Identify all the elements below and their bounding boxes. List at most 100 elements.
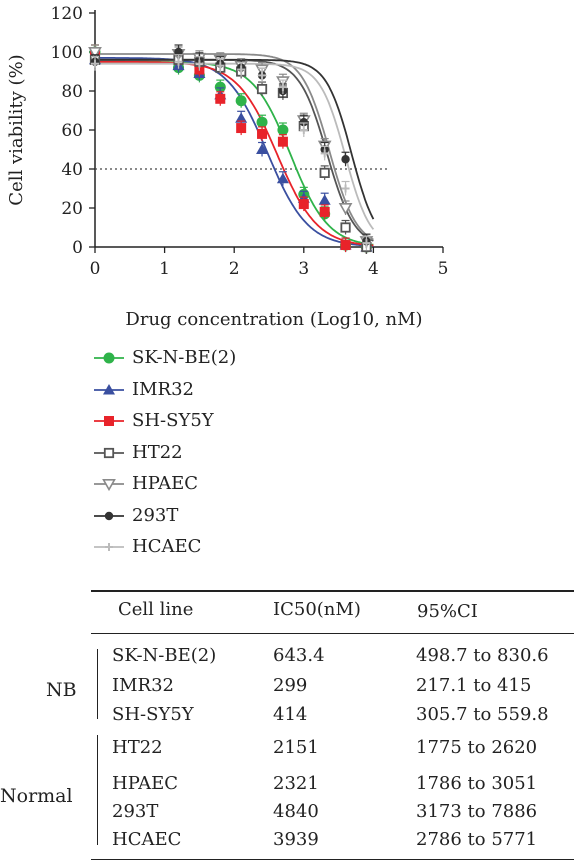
group-bracket-nb	[97, 649, 98, 719]
x-tick-label: 0	[90, 259, 101, 279]
legend-item: SK-N-BE(2)	[92, 346, 312, 370]
table-cell-line: SK-N-BE(2)	[112, 645, 217, 666]
x-tick-label: 4	[368, 259, 379, 279]
table-header-ci: 95%CI	[417, 601, 478, 622]
y-tick-label: 0	[72, 238, 83, 258]
legend-marker	[103, 352, 115, 364]
legend-marker	[103, 383, 115, 394]
data-point	[256, 143, 269, 154]
group-label-normal: Normal	[0, 785, 73, 807]
table-cell-line: IMR32	[112, 675, 174, 696]
x-tick-label: 2	[229, 259, 240, 279]
legend-item: HT22	[92, 441, 312, 465]
table-cell-line: HPAEC	[112, 773, 179, 794]
data-point	[256, 83, 268, 95]
table-cell-ci: 1775 to 2620	[416, 737, 538, 758]
x-tick-label: 5	[438, 259, 449, 279]
table-cell-ic50: 4840	[273, 801, 319, 822]
table-cell-ic50: 2151	[273, 737, 319, 758]
data-point	[276, 172, 289, 184]
legend-item: SH-SY5Y	[92, 409, 312, 433]
table-cell-ic50: 3939	[273, 829, 319, 850]
y-tick-label: 80	[61, 82, 83, 102]
group-bracket-normal	[97, 735, 98, 845]
fit-curve-293t	[95, 58, 375, 220]
legend-item: 293T	[92, 504, 312, 528]
data-point	[216, 61, 225, 70]
legend-item: HPAEC	[92, 472, 312, 496]
ic50-table: Cell line IC50(nM) 95%CI NB Normal SK-N-…	[0, 587, 574, 865]
table-cell-ci: 2786 to 5771	[416, 829, 538, 850]
legend-swatch	[94, 416, 124, 426]
data-point	[319, 206, 330, 217]
table-cell-line: SH-SY5Y	[112, 704, 194, 725]
legend-swatch	[94, 543, 124, 551]
table-cell-ic50: 414	[273, 704, 308, 725]
data-point	[340, 240, 351, 251]
data-point	[235, 95, 247, 107]
table-cell-ci: 1786 to 3051	[416, 773, 538, 794]
x-axis-title: Drug concentration (Log10, nM)	[125, 309, 422, 330]
data-point	[320, 149, 329, 158]
legend-marker	[102, 479, 116, 492]
data-point	[257, 128, 268, 139]
legend-marker	[103, 447, 115, 458]
legend-swatch	[94, 352, 124, 364]
data-point	[278, 83, 287, 92]
data-point	[341, 155, 350, 164]
legend-label: HPAEC	[132, 473, 199, 494]
y-tick-label: 100	[51, 43, 83, 63]
data-point	[195, 59, 204, 68]
data-point	[319, 167, 330, 178]
y-tick-label: 60	[61, 121, 83, 141]
legend-marker	[104, 511, 114, 520]
data-point	[91, 59, 99, 68]
table-top-rule	[91, 590, 574, 592]
table-cell-line: HT22	[112, 737, 163, 758]
fit-curve-sh-sy5y	[95, 60, 374, 247]
legend-label: SK-N-BE(2)	[132, 347, 237, 368]
legend-swatch	[94, 383, 124, 394]
table-cell-ic50: 2321	[273, 773, 319, 794]
data-point	[174, 47, 183, 57]
legend-marker	[105, 543, 113, 551]
table-header-rule	[91, 633, 574, 634]
table-header-ic50: IC50(nM)	[273, 599, 361, 620]
data-point	[298, 199, 309, 210]
series-hpaec	[88, 44, 374, 249]
table-cell-ci: 498.7 to 830.6	[416, 645, 549, 666]
legend-label: IMR32	[132, 378, 194, 400]
fit-curve-hcaec	[95, 62, 375, 230]
data-point	[236, 123, 247, 134]
table-cell-ic50: 299	[273, 675, 308, 696]
dose-response-chart: 0 20 40 60 80 100 120 0 1 2 3 4 5 Drug concentration …	[6, 4, 449, 330]
fit-curve-imr32	[95, 57, 374, 247]
legend-swatch	[94, 511, 124, 520]
data-point	[362, 239, 371, 248]
legend-swatch	[94, 447, 124, 458]
data-point	[256, 116, 268, 128]
data-point	[277, 124, 289, 136]
group-label-nb: NB	[46, 679, 77, 701]
y-tick-label: 40	[61, 160, 83, 180]
table-cell-ci: 3173 to 7886	[416, 801, 538, 822]
data-point	[88, 46, 102, 60]
y-tick-label: 20	[61, 199, 83, 219]
table-cell-ci: 305.7 to 559.8	[416, 704, 549, 725]
data-point	[237, 65, 246, 74]
data-point	[338, 203, 353, 216]
table-cell-line: HCAEC	[112, 829, 182, 850]
legend-label: 293T	[132, 504, 179, 526]
data-point	[235, 112, 248, 123]
table-bottom-rule	[91, 859, 574, 860]
legend-swatch	[94, 479, 124, 492]
data-point	[214, 81, 226, 93]
data-point	[340, 222, 351, 233]
legend-marker	[104, 416, 114, 426]
x-tick-label: 1	[159, 259, 170, 279]
legend-item: HCAEC	[92, 535, 312, 559]
series-hcaec	[91, 54, 371, 251]
data-point	[258, 71, 267, 80]
legend-item: IMR32	[92, 378, 312, 402]
data-point	[318, 194, 331, 205]
